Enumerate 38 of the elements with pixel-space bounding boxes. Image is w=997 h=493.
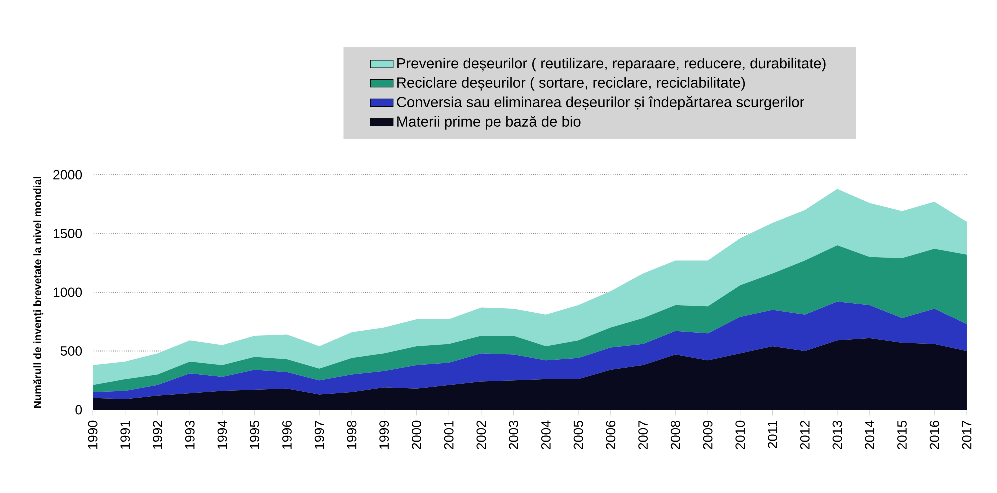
legend-label: Conversia sau eliminarea deșeurilor și îndepărtarea scurgerilor bbox=[397, 96, 804, 110]
x-tick-label: 2017 bbox=[962, 421, 972, 450]
x-tick-label: 1994 bbox=[218, 420, 228, 450]
x-tick-label: 2000 bbox=[412, 420, 422, 450]
x-tick-label: 2004 bbox=[541, 420, 551, 450]
x-tick-label: 2015 bbox=[898, 420, 907, 450]
x-tick-label: 2013 bbox=[832, 420, 842, 450]
x-tick-label: 2009 bbox=[703, 421, 713, 450]
y-axis-title: Numărull de invenți brevetate la nivel mondial bbox=[33, 177, 44, 408]
x-tick-label: 2003 bbox=[509, 420, 519, 450]
x-tick-label: 1997 bbox=[314, 421, 324, 450]
y-tick-label: 1500 bbox=[54, 229, 82, 238]
y-tick-label: 500 bbox=[60, 346, 82, 356]
x-tick-label: 2006 bbox=[606, 420, 616, 450]
y-tick-label: 2000 bbox=[54, 170, 82, 180]
x-tick-label: 2012 bbox=[800, 421, 810, 450]
legend-label: Prevenire deșeurilor ( reutilizare, reparaare, reducere, durabilitate) bbox=[398, 58, 826, 72]
x-tick-label: 1992 bbox=[153, 421, 162, 450]
y-tick-label: 0 bbox=[76, 405, 82, 415]
x-tick-label: 2014 bbox=[865, 420, 875, 450]
legend-label: Reciclare deșeurilor ( sortare, reciclare, reciclabilitate) bbox=[398, 77, 746, 91]
x-tick-label: 2011 bbox=[768, 421, 778, 448]
x-tick-label: 2010 bbox=[736, 420, 746, 450]
x-tick-label: 1990 bbox=[88, 420, 98, 450]
x-tick-label: 2016 bbox=[930, 420, 940, 450]
x-tick-label: 1999 bbox=[380, 421, 390, 450]
x-tick-label: 2005 bbox=[574, 420, 584, 450]
x-tick-label: 1995 bbox=[250, 420, 260, 450]
x-tick-label: 2001 bbox=[444, 421, 454, 450]
x-tick-label: 1993 bbox=[185, 420, 195, 450]
x-tick-label: 2008 bbox=[670, 420, 680, 450]
x-tick-label: 1996 bbox=[282, 420, 292, 450]
x-tick-label: 2002 bbox=[476, 421, 486, 450]
y-tick-label: 1000 bbox=[54, 288, 82, 298]
x-tick-label: 1991 bbox=[120, 421, 130, 450]
x-tick-label: 2007 bbox=[638, 421, 648, 450]
legend-label: Materii prime pe bază de bio bbox=[398, 116, 581, 130]
x-tick-label: 1998 bbox=[347, 420, 357, 450]
